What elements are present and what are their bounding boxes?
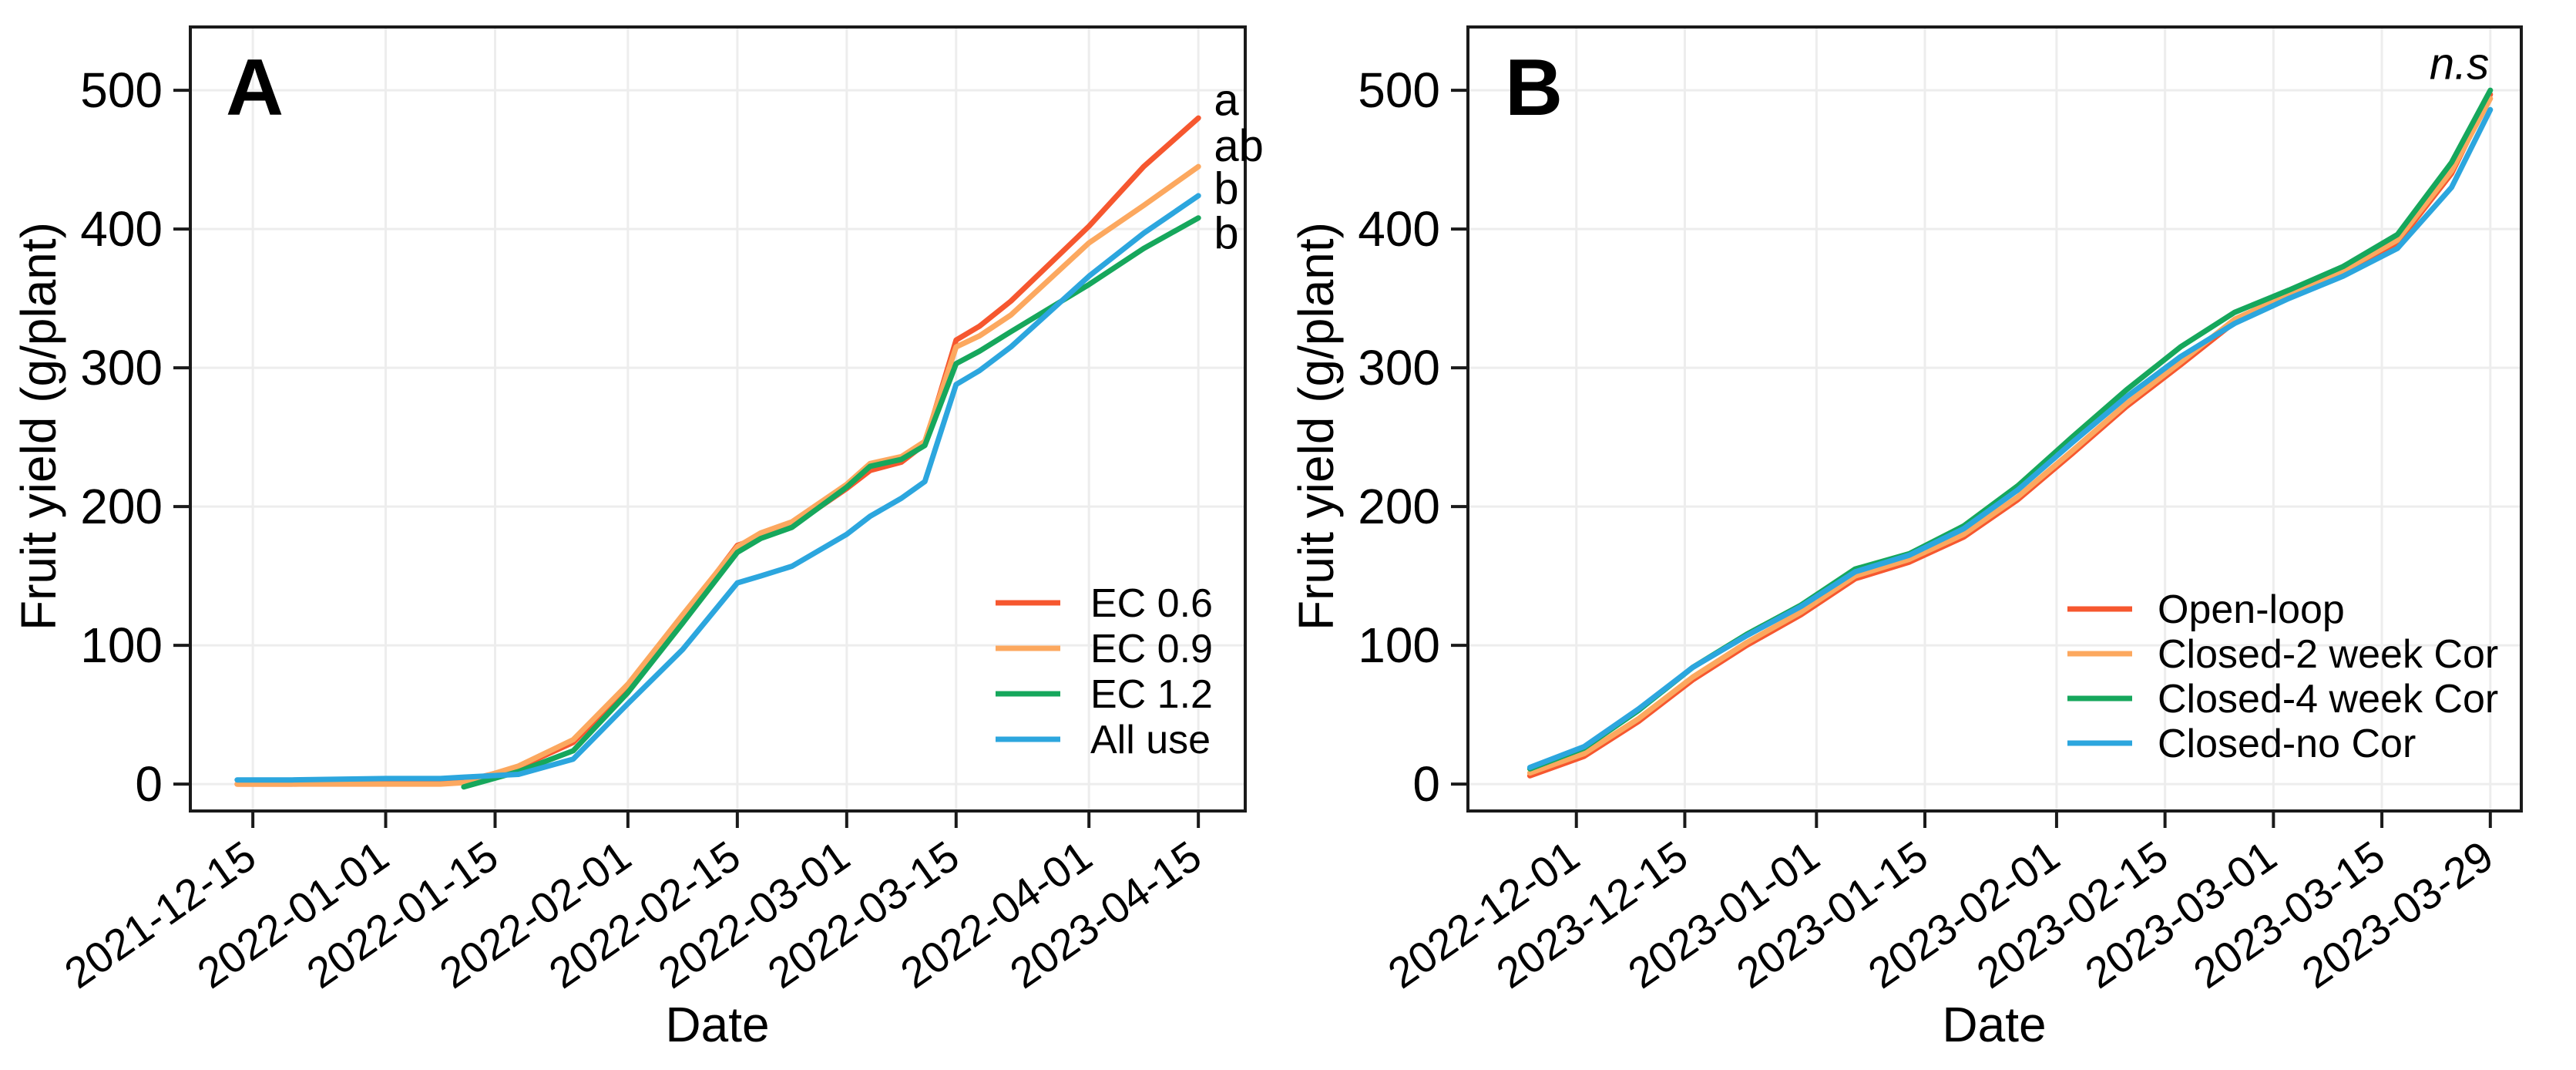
series-line-ec-0-6 (234, 115, 1201, 787)
legend-item-closed-2-week-cor: Closed-2 week Cor (2067, 632, 2498, 677)
y-tick-label: 0 (135, 756, 163, 812)
legend-label-ec-0-9: EC 0.9 (1090, 627, 1213, 671)
y-tick-label: 100 (80, 617, 163, 673)
panel-label-a: A (226, 43, 284, 133)
y-tick-label: 100 (1358, 617, 1440, 673)
legend-label-closed-no-cor: Closed-no Cor (2158, 722, 2416, 766)
series-line-ec-1-2 (461, 215, 1201, 790)
axes-frame (1466, 25, 2523, 813)
legend-label-ec-0-6: EC 0.6 (1090, 581, 1213, 626)
legend-label-open-loop: Open-loop (2158, 587, 2345, 632)
x-axis-title-b: Date (1942, 997, 2047, 1052)
legend-label-closed-2-week-cor: Closed-2 week Cor (2158, 632, 2498, 677)
y-tick-label: 300 (80, 340, 163, 395)
legend-item-closed-no-cor: Closed-no Cor (2067, 722, 2416, 766)
x-axis-title-a: Date (665, 997, 770, 1052)
axes-frame (189, 25, 1247, 813)
legend-item-open-loop: Open-loop (2067, 587, 2345, 632)
y-tick-label: 0 (1412, 756, 1440, 812)
y-axis-title: Fruit yield (g/plant) (11, 222, 66, 631)
panel-label-b: B (1505, 43, 1563, 133)
legend-item-all-use: All use (996, 718, 1211, 762)
y-tick-label: 300 (1358, 340, 1440, 395)
y-tick-label: 200 (1358, 479, 1440, 534)
legend-label-closed-4-week-cor: Closed-4 week Cor (2158, 677, 2498, 722)
panel-a: 01002003004005002021-12-152022-01-012022… (11, 25, 1264, 998)
legend-label-all-use: All use (1090, 718, 1211, 762)
series-line-ec-0-9 (234, 163, 1201, 787)
series-line-all-use (234, 193, 1201, 783)
annotation-n-s: n.s (2430, 39, 2489, 89)
y-tick-label: 400 (80, 201, 163, 257)
annotation-ab: ab (1214, 121, 1264, 171)
annotation-b: b (1214, 208, 1238, 258)
series-line-closed-no-cor (1526, 106, 2494, 770)
panel-b: 01002003004005002022-12-012023-12-152023… (1288, 25, 2523, 998)
annotation-a: a (1214, 75, 1239, 125)
legend-item-ec-1-2: EC 1.2 (996, 672, 1213, 717)
annotation-b: b (1214, 164, 1238, 214)
legend-item-closed-4-week-cor: Closed-4 week Cor (2067, 677, 2498, 722)
y-tick-label: 500 (80, 62, 163, 118)
y-tick-label: 200 (80, 479, 163, 534)
series-line-closed-2-week-cor (1526, 96, 2494, 776)
y-axis-title: Fruit yield (g/plant) (1288, 222, 1344, 631)
legend-item-ec-0-6: EC 0.6 (996, 581, 1213, 626)
y-tick-label: 400 (1358, 201, 1440, 257)
legend-label-ec-1-2: EC 1.2 (1090, 672, 1213, 717)
y-tick-label: 500 (1358, 62, 1440, 118)
legend-item-ec-0-9: EC 0.9 (996, 627, 1213, 671)
